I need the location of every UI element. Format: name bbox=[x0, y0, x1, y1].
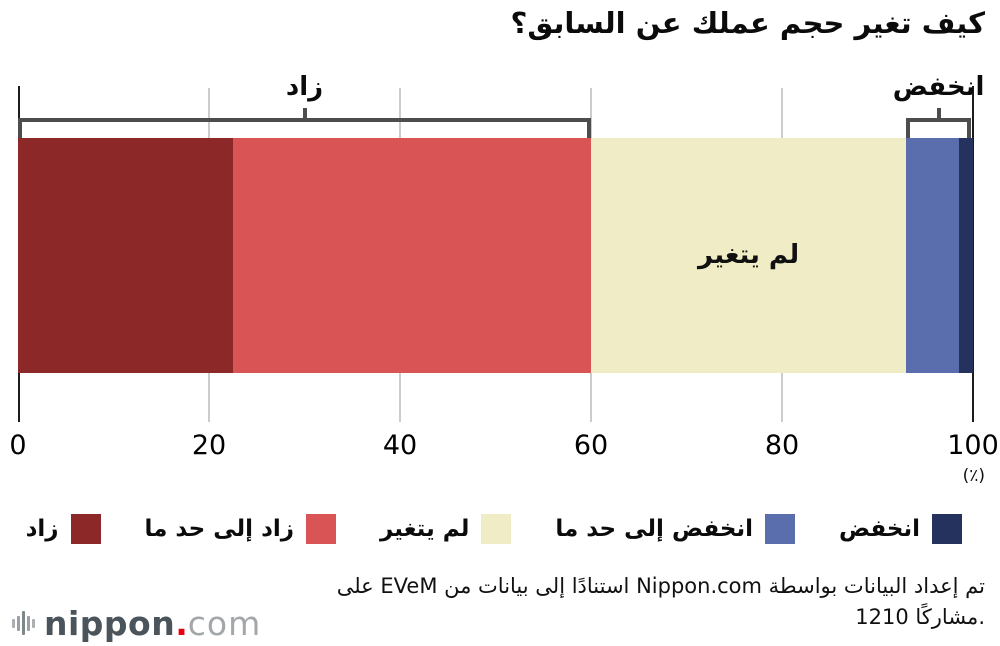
bar-segment-0 bbox=[18, 138, 233, 373]
stacked-bar bbox=[18, 138, 973, 373]
bracket-stub-increased bbox=[302, 108, 307, 122]
chart-title: كيف تغير حجم عملك عن السابق؟ bbox=[510, 6, 985, 40]
legend-label-increased: زاد bbox=[25, 516, 59, 542]
bar-segment-1 bbox=[232, 138, 591, 373]
legend-item-decreased-somewhat: انخفض إلى حد ما bbox=[555, 514, 795, 544]
x-tick-label-40: 40 bbox=[382, 430, 418, 461]
x-axis-unit-label: (٪) bbox=[962, 466, 985, 486]
bar-segment-3 bbox=[906, 138, 959, 373]
bracket-increased: زاد bbox=[18, 72, 591, 138]
legend-item-decreased: انخفض bbox=[839, 514, 962, 544]
nippon-logo: nippon. com bbox=[12, 601, 261, 645]
y-axis-line-right bbox=[972, 86, 974, 422]
bracket-decreased: انخفض bbox=[893, 72, 984, 138]
bar-segment-label-unchanged: لم يتغير bbox=[698, 240, 800, 270]
x-tick-label-0: 0 bbox=[9, 430, 27, 461]
legend-swatch-decreased-somewhat bbox=[764, 514, 795, 544]
logo-dot: . bbox=[175, 603, 188, 643]
plot-area: لم يتغير زاد انخفض 0 20 40 60 80 100 (٪) bbox=[9, 72, 998, 486]
legend-label-decreased: انخفض bbox=[838, 516, 920, 542]
legend-swatch-unchanged bbox=[481, 514, 512, 544]
bar-segment-2 bbox=[591, 138, 907, 373]
x-tick-label-60: 60 bbox=[573, 430, 609, 461]
legend-swatch-decreased bbox=[932, 514, 962, 544]
source-note: تم إعداد البيانات بواسطة Nippon.com استن… bbox=[250, 571, 985, 633]
x-tick-label-20: 20 bbox=[191, 430, 227, 461]
logo-text-com: com bbox=[187, 603, 262, 643]
bar-segment-4 bbox=[958, 138, 973, 373]
bracket-label-increased: زاد bbox=[285, 72, 324, 102]
legend-item-increased: زاد bbox=[26, 514, 101, 544]
x-tick-label-80: 80 bbox=[764, 430, 800, 461]
legend-swatch-increased-somewhat bbox=[306, 514, 336, 544]
soundwave-icon bbox=[12, 611, 35, 635]
legend: انخفض انخفض إلى حد ما لم يتغير زاد إلى ح… bbox=[0, 514, 1000, 544]
legend-label-increased-somewhat: زاد إلى حد ما bbox=[144, 516, 294, 542]
source-note-line2: 1210 مشاركًا. bbox=[855, 605, 985, 629]
logo-text-nippon: nippon bbox=[44, 603, 176, 643]
bracket-stub-decreased bbox=[936, 108, 941, 122]
x-tick-label-100: 100 bbox=[947, 430, 999, 461]
legend-item-unchanged: لم يتغير bbox=[380, 514, 512, 544]
x-axis-ticks: 0 20 40 60 80 100 bbox=[9, 430, 998, 466]
bracket-label-decreased: انخفض bbox=[892, 72, 985, 102]
legend-item-increased-somewhat: زاد إلى حد ما bbox=[145, 514, 336, 544]
source-note-line1: تم إعداد البيانات بواسطة Nippon.com استن… bbox=[336, 574, 985, 598]
legend-label-decreased-somewhat: انخفض إلى حد ما bbox=[555, 516, 753, 542]
legend-swatch-increased bbox=[70, 514, 101, 544]
legend-label-unchanged: لم يتغير bbox=[380, 516, 470, 542]
